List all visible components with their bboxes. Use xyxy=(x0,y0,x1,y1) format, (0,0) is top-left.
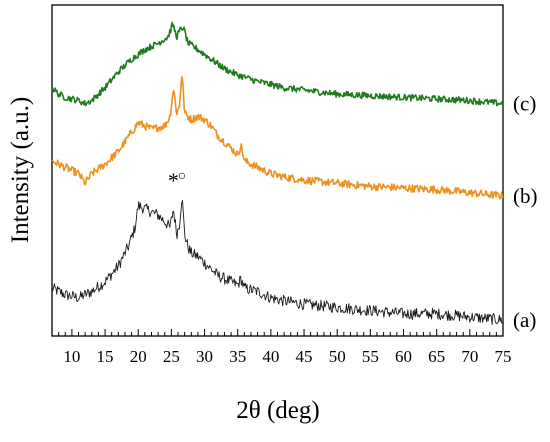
x-tick-label: 25 xyxy=(163,347,180,366)
x-tick-label: 15 xyxy=(97,347,114,366)
x-tick-label: 30 xyxy=(196,347,213,366)
series-tag-a: (a) xyxy=(513,308,536,332)
annotations: *○ xyxy=(168,168,186,193)
series-line-a xyxy=(51,200,503,325)
plot-frame xyxy=(51,4,504,337)
x-tick-label: 75 xyxy=(495,347,512,366)
x-tick-label: 55 xyxy=(362,347,379,366)
asterisk-marker: * xyxy=(168,168,179,193)
x-axis-title: 2θ (deg) xyxy=(236,397,319,424)
series-line-c xyxy=(51,21,504,107)
x-tick-label: 45 xyxy=(296,347,313,366)
x-tick-label: 60 xyxy=(395,347,412,366)
x-tick-label: 10 xyxy=(63,347,80,366)
series-tag-b: (b) xyxy=(513,184,538,208)
circle-marker: ○ xyxy=(178,169,186,184)
x-ticks xyxy=(51,329,504,336)
x-tick-label: 65 xyxy=(428,347,445,366)
x-tick-label: 50 xyxy=(329,347,346,366)
series-tag-c: (c) xyxy=(513,92,536,116)
x-tick-label: 35 xyxy=(229,347,246,366)
x-tick-label: 40 xyxy=(262,347,279,366)
x-tick-label: 20 xyxy=(130,347,147,366)
series-tags: (a) (b) (c) xyxy=(513,92,538,332)
x-tick-labels: 10 15 20 25 30 35 40 45 50 55 60 65 70 75 xyxy=(63,347,511,366)
x-tick-label: 70 xyxy=(461,347,478,366)
series-line-b xyxy=(51,76,504,200)
series-layer xyxy=(51,21,504,325)
y-axis-title: Intensity (a.u.) xyxy=(7,97,34,243)
